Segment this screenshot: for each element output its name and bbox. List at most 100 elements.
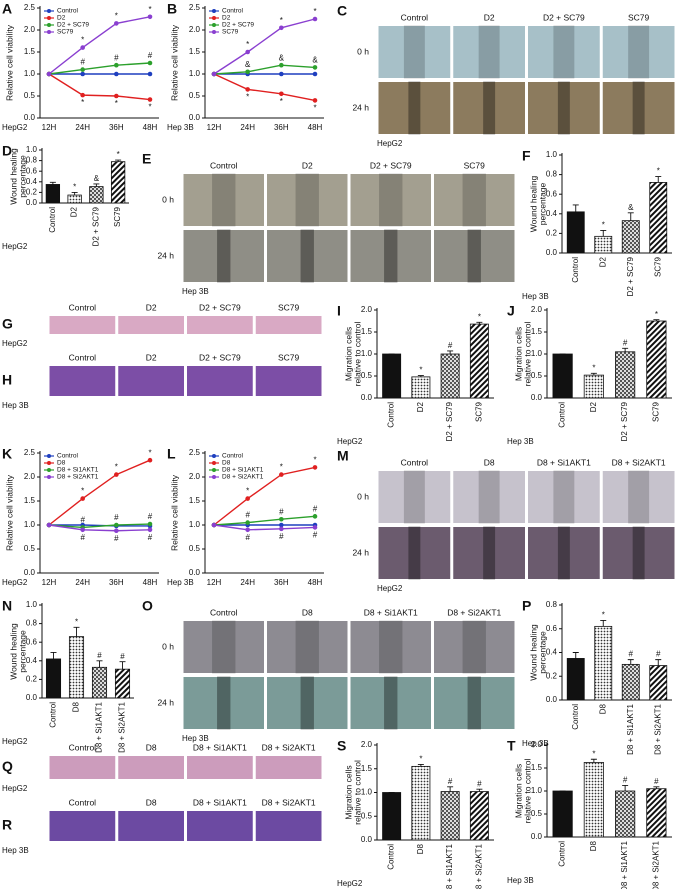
x-tick-label: SC79 xyxy=(113,206,122,227)
bar xyxy=(45,184,61,204)
data-point xyxy=(80,45,85,50)
legend-label: Control xyxy=(222,8,244,15)
y-axis-label: percentage xyxy=(537,631,547,674)
y-tick-label: 0.4 xyxy=(546,209,558,218)
y-tick-label: 0.6 xyxy=(546,624,558,633)
micrograph xyxy=(48,810,117,842)
x-tick-label: SC79 xyxy=(474,401,483,422)
micrograph xyxy=(527,526,601,580)
significance-mark: # xyxy=(148,533,153,542)
y-axis-label: Wound healing xyxy=(528,624,538,681)
y-tick-label: 0.4 xyxy=(546,648,558,657)
series-line xyxy=(48,459,151,526)
significance-mark: # xyxy=(148,51,153,60)
column-header: D8 xyxy=(146,742,157,752)
data-point xyxy=(279,62,284,68)
y-axis-label: relative to control xyxy=(352,760,362,825)
micrograph xyxy=(349,173,432,227)
panel-letter: G xyxy=(2,316,13,332)
x-tick-label: D2 xyxy=(416,401,425,412)
legend-label: Control xyxy=(57,8,79,15)
micrograph xyxy=(186,755,254,780)
bar xyxy=(566,658,585,701)
significance-mark: & xyxy=(279,53,285,62)
bar xyxy=(382,792,402,841)
y-axis-label: Migration cells xyxy=(513,327,523,381)
panel-letter: C xyxy=(337,3,347,19)
significance-mark: # xyxy=(114,534,119,543)
column-header: Control xyxy=(210,607,238,617)
y-tick-label: 0.4 xyxy=(26,177,38,186)
data-point xyxy=(245,527,250,533)
y-tick-label: 0.2 xyxy=(26,675,38,684)
x-tick-label: Control xyxy=(387,844,396,870)
wound-gap xyxy=(384,229,398,283)
significance-mark: # xyxy=(313,531,318,540)
panel-letter: K xyxy=(2,446,12,462)
significance-mark: * xyxy=(75,617,78,626)
error-bar xyxy=(417,375,424,377)
significance-mark: # xyxy=(97,651,102,660)
column-header: D2 xyxy=(146,302,157,312)
cell-line-label: Hep 3B xyxy=(507,876,534,885)
y-tick-label: 2.0 xyxy=(361,305,373,314)
y-tick-label: 2.0 xyxy=(531,305,543,314)
data-point xyxy=(245,496,250,501)
x-tick-label: D2 xyxy=(589,401,598,412)
wound-gap xyxy=(483,81,496,135)
data-point xyxy=(80,67,85,72)
micrograph xyxy=(377,81,452,135)
cell-line-label: HepG2 xyxy=(377,139,403,148)
series-line xyxy=(48,523,151,529)
micrograph xyxy=(349,620,432,674)
micrograph xyxy=(349,676,432,730)
error-bar xyxy=(96,660,103,668)
y-axis-label: Relative cell viability xyxy=(4,474,14,551)
column-header: SC79 xyxy=(278,352,300,362)
series-line xyxy=(48,16,151,75)
y-tick-label: 0.8 xyxy=(546,600,558,609)
significance-mark: * xyxy=(73,183,76,192)
series-line xyxy=(213,466,316,526)
y-tick-label: 2.0 xyxy=(361,740,373,749)
column-header: D8 + Si2AKT1 xyxy=(262,797,316,807)
wound-gap xyxy=(300,676,314,730)
y-tick-label: 0.6 xyxy=(26,637,38,646)
significance-mark: # xyxy=(245,511,250,520)
column-header: D8 xyxy=(302,607,313,617)
y-tick-label: 0.5 xyxy=(24,544,36,553)
wound-gap xyxy=(553,470,575,524)
bar xyxy=(114,668,131,699)
x-tick-label: 36H xyxy=(274,123,289,132)
bar xyxy=(649,182,668,254)
data-point xyxy=(312,65,318,70)
series-line xyxy=(213,524,316,531)
error-bar xyxy=(627,212,634,221)
y-axis-label: Migration cells xyxy=(343,327,353,381)
y-tick-label: 0.4 xyxy=(26,656,38,665)
bar xyxy=(45,658,62,699)
significance-mark: * xyxy=(280,463,283,472)
x-tick-label: D8 + Si1AKT1 xyxy=(95,701,104,752)
panel-letter: E xyxy=(142,151,151,167)
data-point xyxy=(147,14,153,20)
wound-gap xyxy=(467,676,481,730)
significance-mark: # xyxy=(279,507,284,516)
data-point xyxy=(147,97,153,102)
cell-line-label: HepG2 xyxy=(2,578,28,587)
data-point xyxy=(312,16,318,22)
y-tick-label: 0.2 xyxy=(26,188,38,197)
y-tick-label: 1.0 xyxy=(361,349,373,358)
micrograph xyxy=(254,315,323,335)
micrograph xyxy=(433,676,516,730)
significance-mark: # xyxy=(448,341,453,350)
error-bar xyxy=(622,347,629,352)
micrograph xyxy=(254,810,323,842)
row-label: 24 h xyxy=(157,697,174,707)
series-line xyxy=(48,524,151,532)
panel-letter: P xyxy=(522,598,531,614)
column-header: D2 xyxy=(484,12,495,22)
wound-gap xyxy=(403,470,425,524)
y-axis-label: percentage xyxy=(17,630,27,673)
panel-letter: I xyxy=(337,303,341,319)
